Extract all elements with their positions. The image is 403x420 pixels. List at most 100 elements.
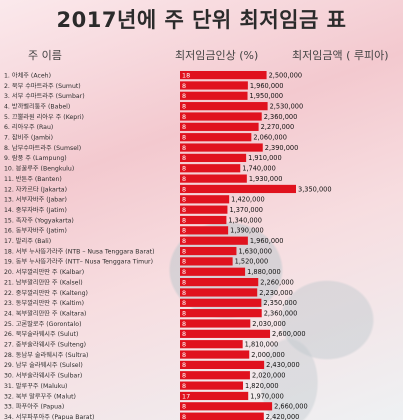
wage-value-label: 2,230,000 xyxy=(259,289,293,297)
wage-bar xyxy=(180,102,268,111)
province-label: 17. 발리주 (Bali) xyxy=(4,237,51,245)
wage-bar xyxy=(180,71,267,80)
wage-value-label: 1,520,000 xyxy=(235,258,269,266)
province-label: 6. 리아우주 (Rau) xyxy=(4,123,53,131)
wage-bar xyxy=(180,236,248,245)
rate-label: 8 xyxy=(182,165,186,173)
column-header-wage: 최저임금액 ( 루피아) xyxy=(292,49,389,62)
province-label: 21. 남부깔리만딴 주 (Kalsel) xyxy=(4,278,83,286)
province-label: 20. 서부깔리만딴 주 (Kalbar) xyxy=(4,268,84,276)
wage-value-label: 2,020,000 xyxy=(252,372,286,380)
wage-bar xyxy=(180,329,271,338)
wage-bar xyxy=(180,164,241,173)
wage-bar xyxy=(180,133,252,142)
rate-label: 8 xyxy=(182,185,186,193)
wage-bar xyxy=(180,226,229,235)
wage-value-label: 1,910,000 xyxy=(248,154,282,162)
province-label: 12. 자카르타 (Jakarta) xyxy=(4,185,67,193)
province-label: 16. 동부자바주 (Jatim) xyxy=(4,227,67,235)
rate-label: 8 xyxy=(182,330,186,338)
rate-label: 8 xyxy=(182,123,186,131)
province-label: 30. 서부술라웨시주 (Sulbar) xyxy=(4,372,82,380)
wage-value-label: 1,960,000 xyxy=(250,82,284,90)
wage-value-label: 2,430,000 xyxy=(266,361,300,369)
wage-bar xyxy=(180,267,246,276)
rate-label: 8 xyxy=(182,92,186,100)
page-title: 2017년에 주 단위 최저임금 표 xyxy=(56,8,347,32)
rate-label: 8 xyxy=(182,196,186,204)
province-label: 31. 말루꾸주 (Maluku) xyxy=(4,382,67,390)
wage-value-label: 1,960,000 xyxy=(250,237,284,245)
rate-label: 8 xyxy=(182,144,186,152)
rate-label: 8 xyxy=(182,102,186,110)
wage-bar xyxy=(180,412,264,420)
rate-label: 8 xyxy=(182,341,186,349)
wage-bar xyxy=(180,91,248,100)
province-label: 9. 람풍 주 (Lampung) xyxy=(4,154,67,162)
wage-value-label: 3,350,000 xyxy=(298,185,332,193)
wage-value-label: 2,500,000 xyxy=(269,71,303,79)
wage-value-label: 2,360,000 xyxy=(264,309,298,317)
wage-bar xyxy=(180,371,250,380)
wage-value-label: 1,820,000 xyxy=(245,382,279,390)
province-label: 18. 서부 누사뜽가라주 (NTB – Nusa Tenggara Barat… xyxy=(4,247,155,255)
province-label: 23. 동부깔리만딴 주 (Kaltim) xyxy=(4,299,84,307)
wage-bar xyxy=(180,184,296,194)
rate-label: 8 xyxy=(182,247,186,255)
wage-value-label: 1,930,000 xyxy=(249,175,283,183)
wage-bar xyxy=(180,402,273,411)
province-label: 33. 파푸아주 (Papua) xyxy=(4,403,64,411)
province-label: 5. 끄뿔라원 리아우 주 (Kepri) xyxy=(4,113,84,121)
province-label: 13. 서부자바주 (Jabar) xyxy=(4,196,67,204)
province-label: 10. 븡꿀루주 (Bengkulu) xyxy=(4,165,74,173)
wage-bar xyxy=(180,205,228,214)
rate-label: 8 xyxy=(182,134,186,142)
column-header-name: 주 이름 xyxy=(28,49,62,62)
rate-label: 8 xyxy=(182,372,186,380)
rate-label: 8 xyxy=(182,268,186,276)
province-label: 29. 남부 술라웨시주 (Sulsel) xyxy=(4,361,83,369)
wage-bar xyxy=(180,143,263,152)
province-label: 8. 남부수마트라주 (Sumsel) xyxy=(4,144,81,152)
province-label: 25. 고론딸로주 (Gorontalo) xyxy=(4,321,81,328)
wage-bar xyxy=(180,122,259,131)
rate-label: 8 xyxy=(182,154,186,162)
rate-label: 8 xyxy=(182,361,186,369)
province-label: 3. 서부 수마트라주 (Sumbar) xyxy=(4,92,85,100)
province-label: 32. 북부 말루꾸주 (Malut) xyxy=(4,392,76,400)
rate-label: 8 xyxy=(182,175,186,183)
wage-value-label: 2,270,000 xyxy=(261,123,295,131)
wage-value-label: 2,350,000 xyxy=(263,299,297,307)
province-label: 2. 북부 수마트라주 (Sumut) xyxy=(4,82,81,90)
rate-label: 8 xyxy=(182,299,186,307)
wage-bar xyxy=(180,309,262,318)
province-label: 7. 잠비주 (Jambi) xyxy=(4,134,53,142)
column-header-rate: 최저임금인상 (%) xyxy=(175,49,259,62)
wage-value-label: 2,360,000 xyxy=(264,113,298,121)
province-label: 26. 북부술라웨시주 (Sulut) xyxy=(4,330,78,338)
province-label: 22. 중부깔리만딴 주 (Kalteng) xyxy=(4,289,88,297)
rate-label: 8 xyxy=(182,216,186,224)
wage-bar xyxy=(180,112,262,121)
wage-bar xyxy=(180,246,237,256)
wage-value-label: 2,060,000 xyxy=(253,134,287,142)
wage-bar xyxy=(180,215,227,225)
wage-bar xyxy=(180,319,251,328)
wage-value-label: 1,630,000 xyxy=(238,247,272,255)
wage-bar xyxy=(180,81,248,90)
wage-value-label: 2,260,000 xyxy=(260,278,294,286)
wage-value-label: 2,530,000 xyxy=(270,102,304,110)
province-label: 11. 반튼주 (Banten) xyxy=(4,175,62,183)
rate-label: 8 xyxy=(182,237,186,245)
wage-value-label: 1,810,000 xyxy=(245,341,279,349)
wage-value-label: 2,030,000 xyxy=(252,320,286,328)
province-label: 28. 동남부 술라웨시주 (Sultra) xyxy=(4,351,88,359)
rate-label: 8 xyxy=(182,351,186,359)
wage-bar xyxy=(180,278,259,287)
rate-label: 8 xyxy=(182,258,186,266)
wage-value-label: 1,420,000 xyxy=(231,196,265,204)
rate-label: 8 xyxy=(182,227,186,235)
wage-value-label: 2,390,000 xyxy=(265,144,299,152)
province-label: 14. 중부자바주 (Jatim) xyxy=(4,206,67,214)
